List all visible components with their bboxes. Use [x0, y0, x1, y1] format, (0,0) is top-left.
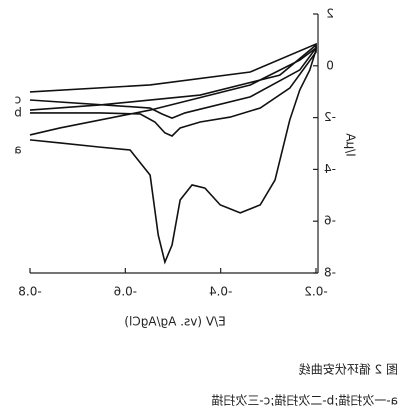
legend-label: c — [15, 92, 22, 106]
x-tick-label: -0.6 — [114, 285, 137, 299]
x-axis-label: E/V (vs. Ag/AgCl) — [124, 315, 225, 329]
y-tick-label: -2 — [324, 110, 336, 124]
y-tick-label: -8 — [324, 266, 336, 280]
legend-label: a — [14, 142, 21, 156]
series-line — [29, 46, 317, 265]
y-tick-label: -4 — [324, 162, 336, 176]
x-tick-label: -0.4 — [209, 285, 232, 299]
series-line — [29, 42, 317, 119]
y-tick-label: 2 — [326, 7, 334, 21]
y-tick-label: 0 — [326, 58, 334, 72]
chart-subtitle: a-一次扫描;b-二次扫描;c-三次扫描 — [211, 394, 398, 408]
x-tick-label: -0.8 — [18, 285, 41, 299]
legend-label: b — [14, 105, 22, 119]
series-line — [29, 43, 317, 137]
chart-title: 图 2 循环伏安曲线 — [299, 362, 398, 377]
x-tick-label: -0.2 — [304, 285, 327, 299]
y-tick-label: -6 — [324, 214, 336, 228]
y-axis-label: I/μA — [344, 133, 358, 157]
